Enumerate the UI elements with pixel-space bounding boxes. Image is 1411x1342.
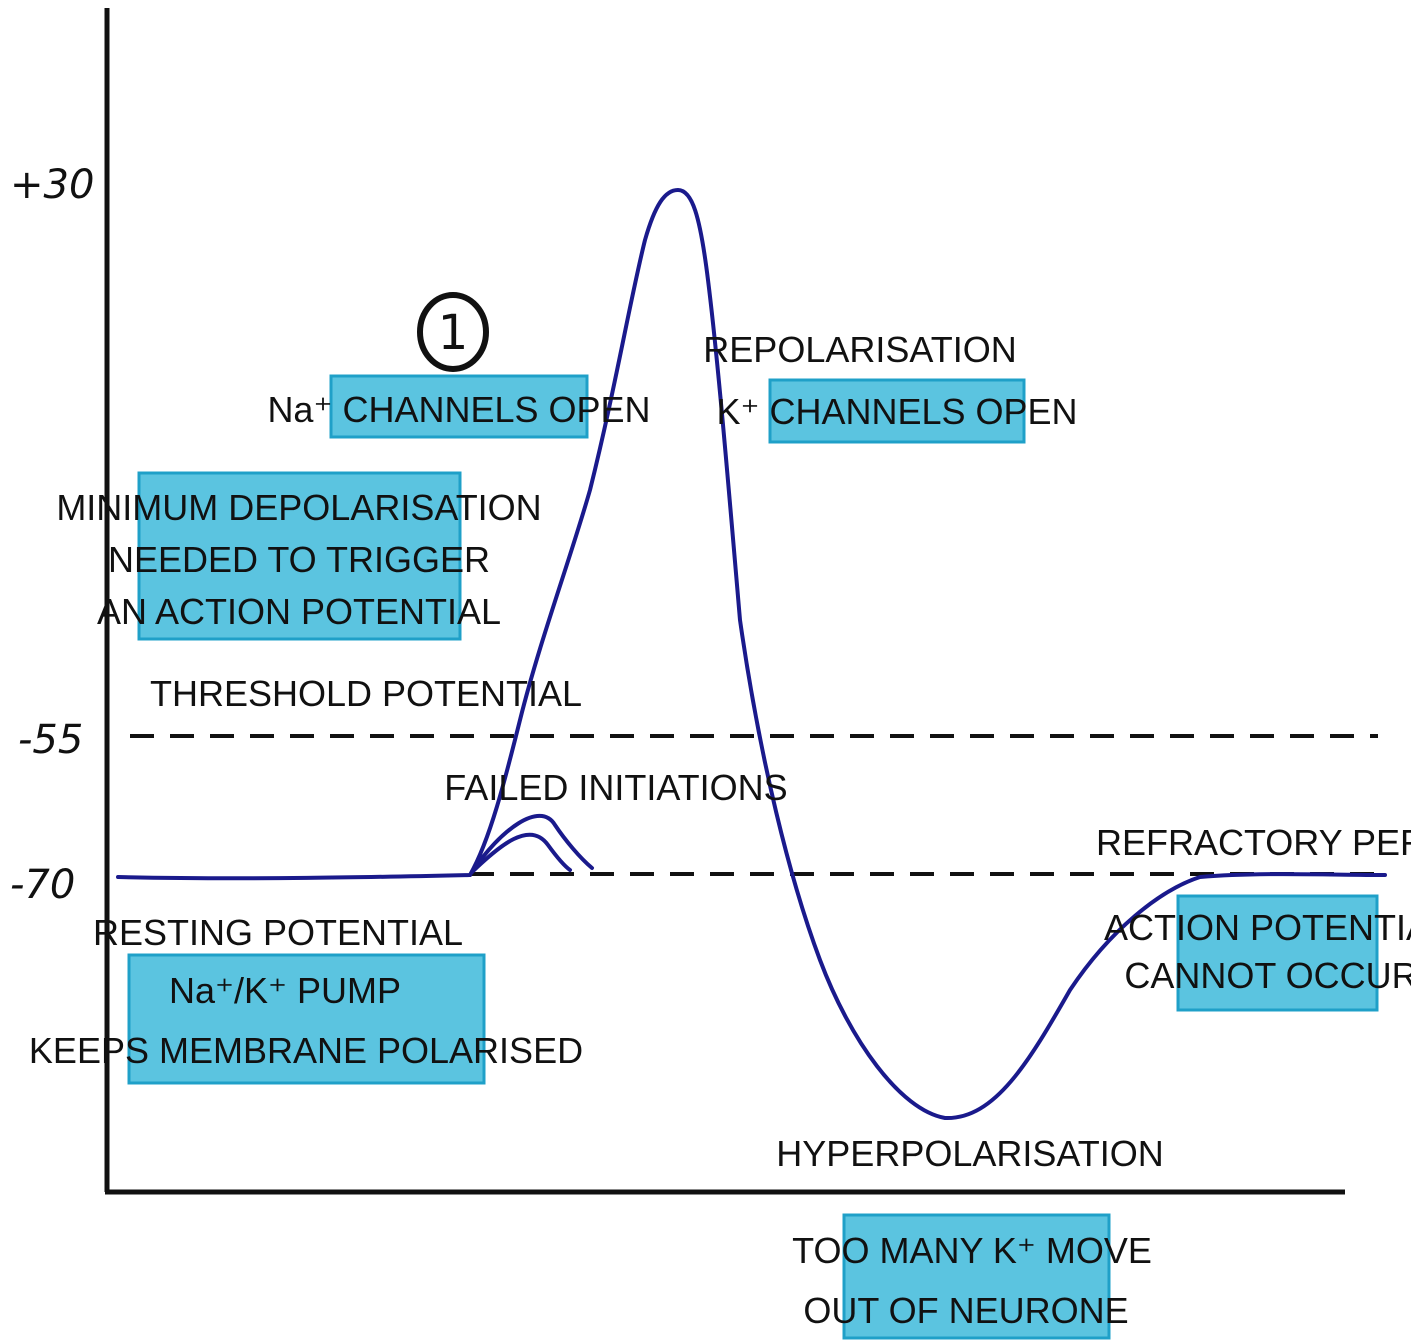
- pump-line-2: KEEPS MEMBRANE POLARISED: [29, 1030, 583, 1071]
- hyperpolarisation-label: HYPERPOLARISATION: [776, 1133, 1163, 1174]
- na-channels-box: Na⁺ CHANNELS OPEN: [267, 374, 651, 439]
- action-potential-cannot-line-2: CANNOT OCCUR: [1124, 955, 1411, 996]
- pump-box: Na⁺/K⁺ PUMP KEEPS MEMBRANE POLARISED: [29, 953, 583, 1085]
- failed-initiation-arc-1: [470, 813, 594, 874]
- y-tick-minus55: -55: [18, 717, 83, 763]
- threshold-potential-label: THRESHOLD POTENTIAL: [150, 673, 582, 714]
- too-many-k-box: TOO MANY K⁺ MOVE OUT OF NEURONE: [792, 1213, 1152, 1340]
- action-potential-cannot-box: ACTION POTENTIAL CANNOT OCCUR: [1104, 894, 1411, 1012]
- too-many-k-line-2: OUT OF NEURONE: [803, 1290, 1128, 1331]
- failed-initiations-label: FAILED INITIATIONS: [444, 767, 787, 808]
- na-channels-text: Na⁺ CHANNELS OPEN: [267, 389, 650, 430]
- failed-initiation-arc-2: [470, 832, 572, 874]
- y-tick-plus30: +30: [10, 162, 94, 208]
- minimum-depolarisation-line-2: NEEDED TO TRIGGER: [108, 539, 490, 580]
- action-potential-cannot-line-1: ACTION POTENTIAL: [1104, 907, 1411, 948]
- too-many-k-line-1: TOO MANY K⁺ MOVE: [792, 1230, 1152, 1271]
- minimum-depolarisation-line-1: MINIMUM DEPOLARISATION: [56, 487, 541, 528]
- minimum-depolarisation-box: MINIMUM DEPOLARISATION NEEDED TO TRIGGER…: [56, 471, 542, 641]
- step-marker-number: 1: [438, 305, 469, 361]
- k-channels-text: K⁺ CHANNELS OPEN: [716, 391, 1077, 432]
- refractory-period-label: REFRACTORY PERIOD: [1096, 822, 1411, 863]
- minimum-depolarisation-line-3: AN ACTION POTENTIAL: [97, 591, 501, 632]
- action-potential-curve: [116, 187, 1387, 1121]
- resting-potential-label: RESTING POTENTIAL: [93, 912, 463, 953]
- k-channels-box: K⁺ CHANNELS OPEN: [716, 378, 1078, 444]
- y-tick-minus70: -70: [10, 862, 75, 908]
- pump-line-1: Na⁺/K⁺ PUMP: [169, 970, 401, 1011]
- repolarisation-label: REPOLARISATION: [703, 329, 1016, 370]
- step-marker-circle: [417, 292, 489, 372]
